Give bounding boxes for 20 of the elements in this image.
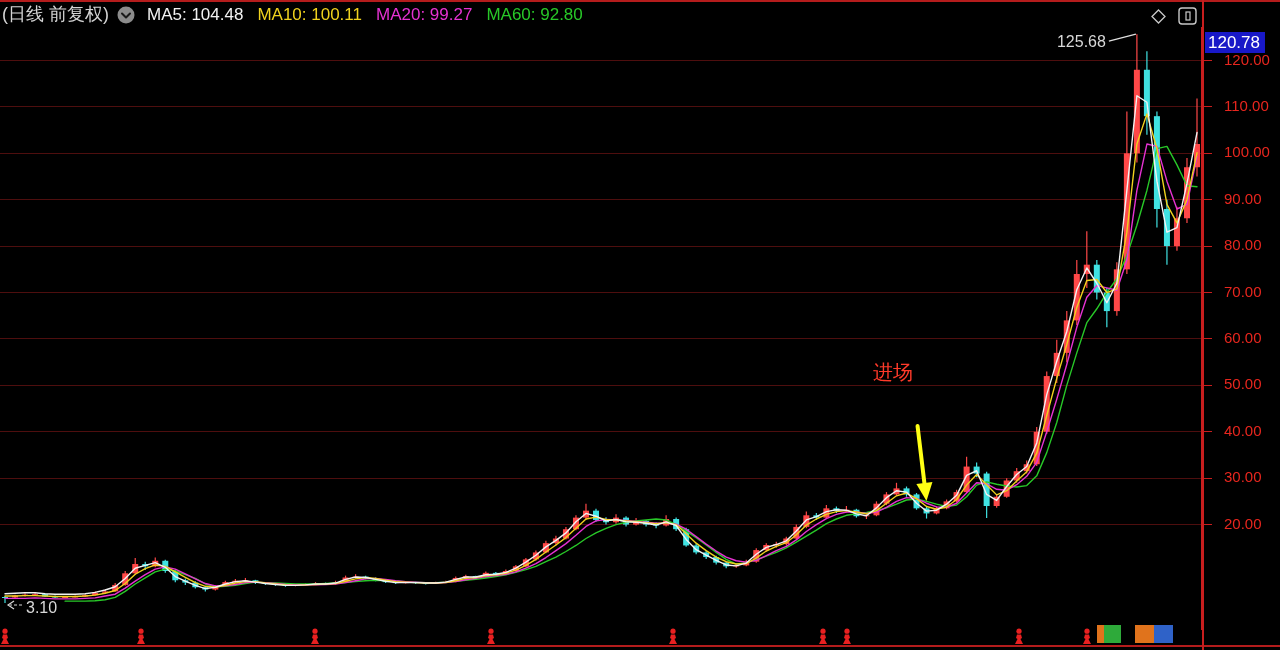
y-tick-label: 90.00 <box>1224 189 1262 207</box>
text: MA5: 104.48 <box>147 4 244 24</box>
y-tick-label: 50.00 <box>1224 375 1262 393</box>
annotation: 进场 <box>872 361 913 384</box>
text: MA10: 100.11 <box>257 4 362 24</box>
text: MA60: 92.80 <box>486 4 583 24</box>
y-tick-label: 110.00 <box>1224 97 1269 115</box>
chart-title: (日线 前复权) <box>2 3 109 24</box>
y-tick-label: 80.00 <box>1224 236 1262 254</box>
text: 120.78 <box>1208 32 1260 52</box>
y-tick-label: 70.00 <box>1224 282 1262 300</box>
y-tick-label: 120.00 <box>1224 50 1270 68</box>
y-tick-label: 30.00 <box>1224 468 1262 486</box>
y-tick-label: 60.00 <box>1224 329 1262 347</box>
annotation: 3.10 <box>26 599 58 617</box>
text: MA20: 99.27 <box>375 4 473 24</box>
annotation: 125.68 <box>1056 32 1106 50</box>
y-tick-label: 20.00 <box>1224 514 1262 532</box>
y-tick-label: 100.00 <box>1224 143 1270 161</box>
y-tick-label: 40.00 <box>1224 421 1262 439</box>
